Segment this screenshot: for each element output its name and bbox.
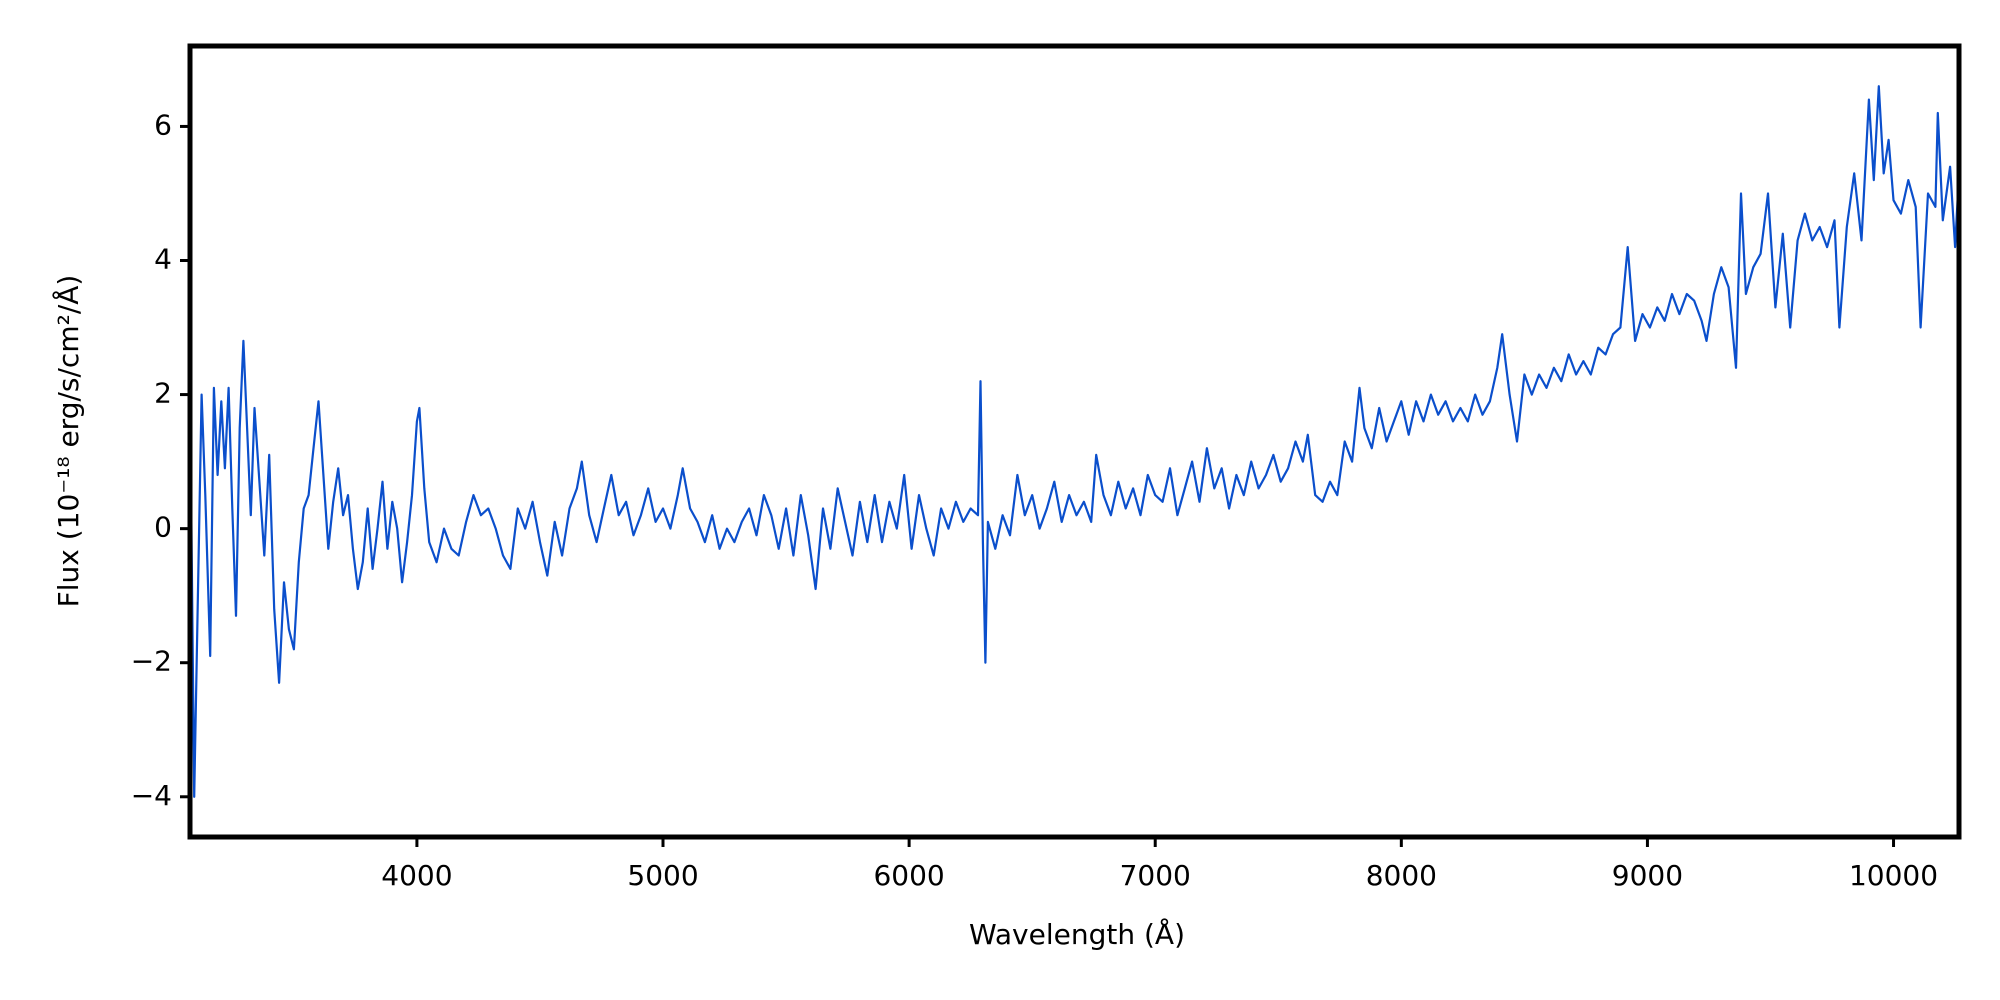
x-tick-label: 8000: [1366, 859, 1437, 892]
y-tick-label: 0: [154, 511, 172, 544]
x-tick-label: 4000: [381, 859, 452, 892]
plot-frame: [187, 43, 1962, 840]
x-tick-label: 6000: [873, 859, 944, 892]
x-tick-label: 7000: [1120, 859, 1191, 892]
y-tick-label: 4: [154, 243, 172, 276]
y-tick-label: −2: [131, 645, 172, 678]
spectrum-line: [189, 85, 1961, 798]
x-tick-label: 5000: [627, 859, 698, 892]
y-tick-label: 6: [154, 108, 172, 141]
x-tick-label: 9000: [1612, 859, 1683, 892]
x-axis-label: Wavelength (Å): [969, 917, 1185, 951]
y-tick-label: −4: [131, 779, 172, 812]
y-tick-label: 2: [154, 377, 172, 410]
y-axis-label: Flux (10⁻¹⁸ erg/s/cm²/Å): [51, 275, 85, 608]
x-tick-label: 10000: [1849, 859, 1938, 892]
